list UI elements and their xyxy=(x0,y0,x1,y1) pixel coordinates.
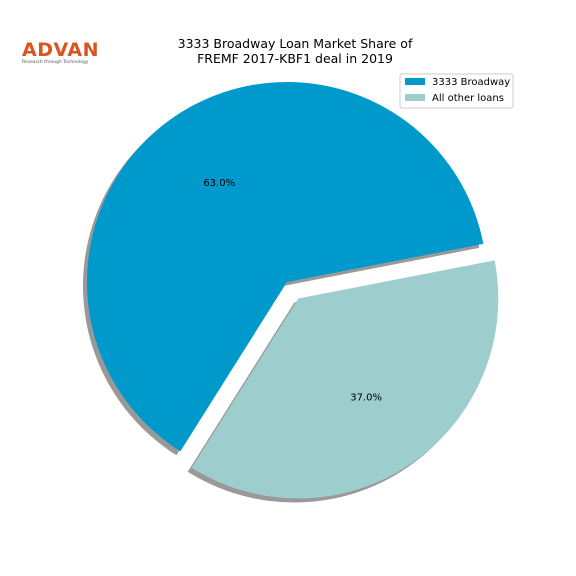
legend-swatch xyxy=(405,94,425,101)
logo-name: ADVAN xyxy=(22,39,99,61)
legend-swatch xyxy=(405,78,425,85)
wedge xyxy=(87,81,484,452)
wedge xyxy=(191,260,499,499)
legend: 3333 Broadway All other loans xyxy=(399,73,514,109)
logo-tagline: Research through Technology xyxy=(22,60,89,65)
chart-title: 3333 Broadway Loan Market Share of FREMF… xyxy=(177,36,413,66)
value-label: 37.0% xyxy=(350,393,382,404)
value-label: 63.0% xyxy=(203,178,235,189)
logo: ADVAN Research through Technology xyxy=(22,41,99,66)
legend-label: All other loans xyxy=(432,93,504,104)
legend-box xyxy=(399,73,514,109)
legend-label: 3333 Broadway xyxy=(432,77,510,88)
